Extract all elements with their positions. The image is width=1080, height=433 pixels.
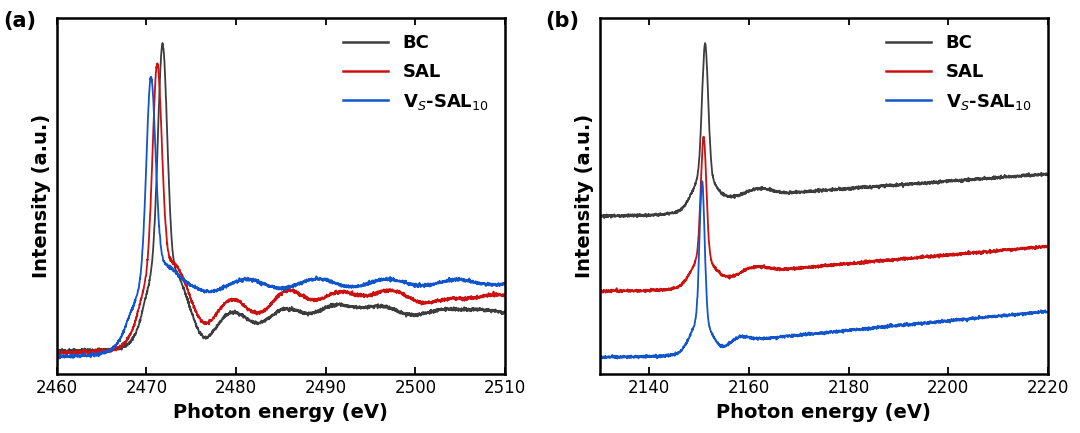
Legend: BC, SAL, V$_S$-SAL$_{10}$: BC, SAL, V$_S$-SAL$_{10}$ [879,27,1039,119]
Y-axis label: Intensity (a.u.): Intensity (a.u.) [32,114,51,278]
Y-axis label: Intensity (a.u.): Intensity (a.u.) [575,114,594,278]
Text: (b): (b) [545,11,580,31]
X-axis label: Photon energy (eV): Photon energy (eV) [716,403,931,422]
Legend: BC, SAL, V$_S$-SAL$_{10}$: BC, SAL, V$_S$-SAL$_{10}$ [336,27,496,119]
X-axis label: Photon energy (eV): Photon energy (eV) [174,403,389,422]
Text: (a): (a) [3,11,36,31]
